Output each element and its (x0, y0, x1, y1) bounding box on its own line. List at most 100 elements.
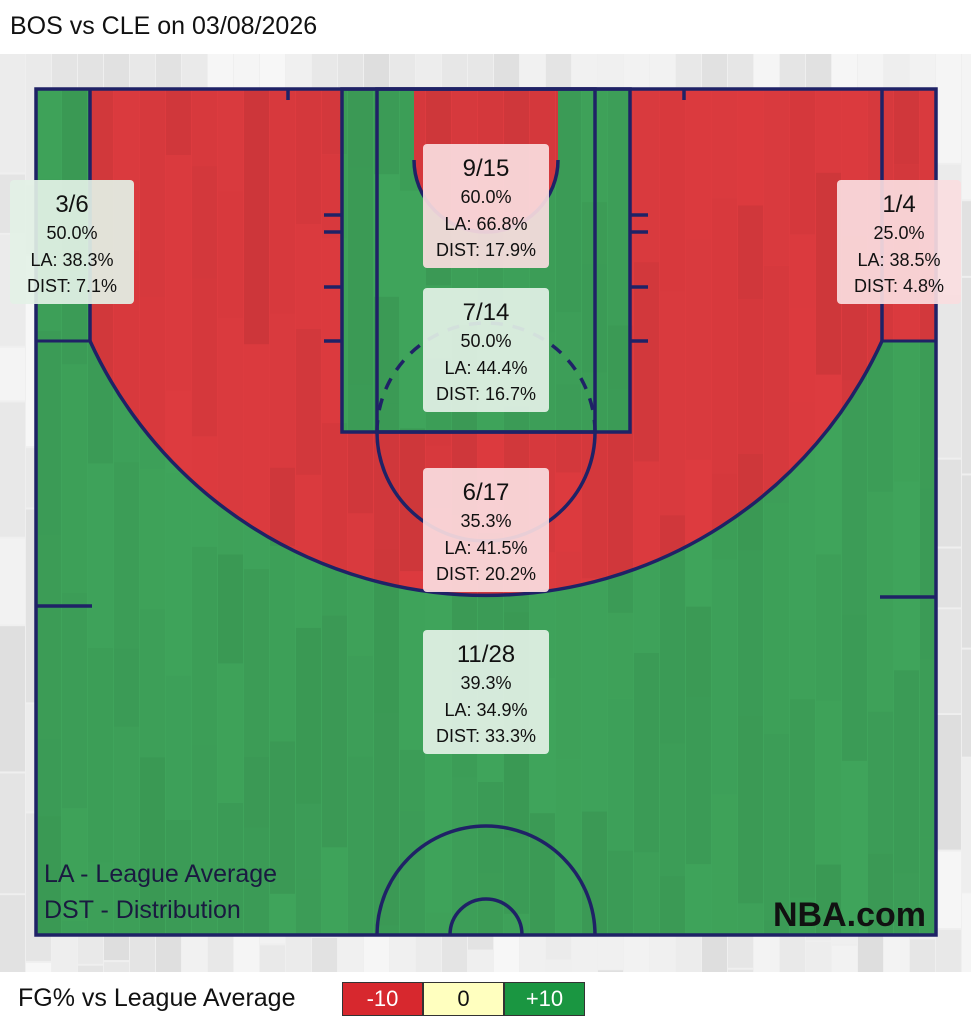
texture-stripe (192, 166, 217, 279)
texture-stripe (166, 820, 191, 935)
texture-stripe (686, 239, 711, 460)
floor-board (936, 929, 961, 972)
texture-stripe (400, 810, 425, 935)
texture-stripe (270, 314, 295, 468)
texture-stripe (140, 901, 165, 935)
zone-league-avg: LA: 38.5% (857, 250, 940, 270)
zone-fg-pct: 50.0% (46, 223, 97, 243)
texture-stripe (140, 297, 165, 469)
texture-stripe (816, 864, 841, 935)
zone-made-attempts: 11/28 (457, 641, 515, 668)
zone-label-above-the-break-3: 11/28 39.3% LA: 34.9% DIST: 33.3% (423, 630, 549, 754)
texture-stripe (712, 89, 737, 198)
texture-stripe (348, 167, 373, 385)
texture-stripe (478, 872, 503, 935)
texture-stripe (608, 850, 633, 935)
zone-distribution: DIST: 33.3% (436, 726, 536, 746)
texture-stripe (36, 535, 61, 739)
texture-stripe (218, 318, 243, 490)
zone-label-box (423, 468, 549, 592)
chart-title: BOS vs CLE on 03/08/2026 (10, 12, 318, 40)
zone-league-avg: LA: 66.8% (444, 214, 527, 234)
texture-stripe (218, 89, 243, 191)
texture-stripe (634, 852, 659, 935)
zone-label-mid-range: 6/17 35.3% LA: 41.5% DIST: 20.2% (423, 468, 549, 592)
three-point-arc (88, 340, 884, 598)
texture-stripe (660, 292, 685, 515)
texture-stripe (218, 554, 243, 664)
floor-board (832, 946, 857, 972)
texture-stripe (270, 894, 295, 935)
texture-stripe (686, 89, 711, 239)
texture-stripe (322, 615, 347, 848)
texture-stripe (894, 482, 919, 671)
texture-stripe (452, 777, 477, 935)
texture-stripe (296, 475, 321, 628)
floor-board (962, 758, 971, 892)
floor-board (936, 459, 961, 547)
texture-stripe (764, 734, 789, 920)
texture-stripe (868, 853, 893, 935)
center-circle-outer (375, 824, 597, 936)
zone-distribution: DIST: 16.7% (436, 384, 536, 404)
texture-stripe (634, 89, 659, 262)
texture-stripe (400, 89, 425, 191)
texture-stripe (842, 380, 867, 615)
texture-stripe (296, 224, 321, 329)
floor-board (0, 347, 25, 401)
texture-stripe (920, 659, 936, 838)
floor-board (468, 951, 493, 972)
texture-stripe (166, 675, 191, 820)
zone-label-box (423, 144, 549, 268)
zone-fg-pct: 60.0% (460, 187, 511, 207)
texture-stripe (400, 571, 425, 750)
texture-stripe (348, 513, 373, 656)
zone-distribution: DIST: 4.8% (854, 276, 944, 296)
texture-stripe (842, 614, 867, 761)
texture-stripe (62, 592, 87, 809)
floor-board (104, 962, 129, 972)
texture-stripe (738, 299, 763, 454)
texture-stripe (556, 551, 581, 759)
court-lines (34, 87, 938, 937)
zone-league-avg: LA: 34.9% (444, 700, 527, 720)
texture-stripe (36, 89, 61, 179)
texture-stripe (686, 864, 711, 935)
floor-board (312, 938, 337, 972)
texture-stripe (660, 89, 685, 292)
texture-stripe (166, 155, 191, 390)
note-distribution: DST - Distribution (44, 896, 241, 924)
zone-made-attempts: 9/15 (463, 155, 510, 182)
texture-stripe (88, 463, 113, 647)
texture-stripe (894, 670, 919, 874)
texture-stripe (608, 613, 633, 699)
floor-board (962, 893, 971, 972)
texture-stripe (322, 847, 347, 935)
texture-stripe (62, 364, 87, 428)
zone-label-right-corner-3: 1/4 25.0% LA: 38.5% DIST: 4.8% (837, 180, 961, 304)
floor-board (936, 295, 961, 458)
texture-stripe (816, 701, 841, 865)
zone-labels: 3/6 50.0% LA: 38.3% DIST: 7.1% 1/4 25.0% LA: 3… (10, 144, 961, 754)
texture-stripe (270, 546, 295, 646)
zone-label-box (423, 630, 549, 754)
zone-label-restricted-area: 9/15 60.0% LA: 66.8% DIST: 17.9% (423, 144, 549, 268)
floor-board (0, 538, 25, 625)
floor-board (338, 938, 363, 972)
texture-stripe (192, 278, 217, 436)
floor-board (884, 937, 909, 972)
texture-stripe (296, 328, 321, 475)
texture-stripe (556, 759, 581, 935)
zone-fg-pct: 39.3% (460, 673, 511, 693)
zone-label-left-corner-3: 3/6 50.0% LA: 38.3% DIST: 7.1% (10, 180, 134, 304)
texture-stripe (374, 925, 399, 935)
texture-stripe (738, 716, 763, 904)
texture-stripe (218, 490, 243, 555)
texture-stripe (712, 795, 737, 874)
texture-stripe (790, 234, 815, 308)
zone-label-box (837, 180, 961, 304)
texture-stripe (556, 384, 581, 473)
floor-board (962, 649, 971, 757)
texture-stripe (400, 749, 425, 811)
texture-stripe (712, 410, 737, 474)
